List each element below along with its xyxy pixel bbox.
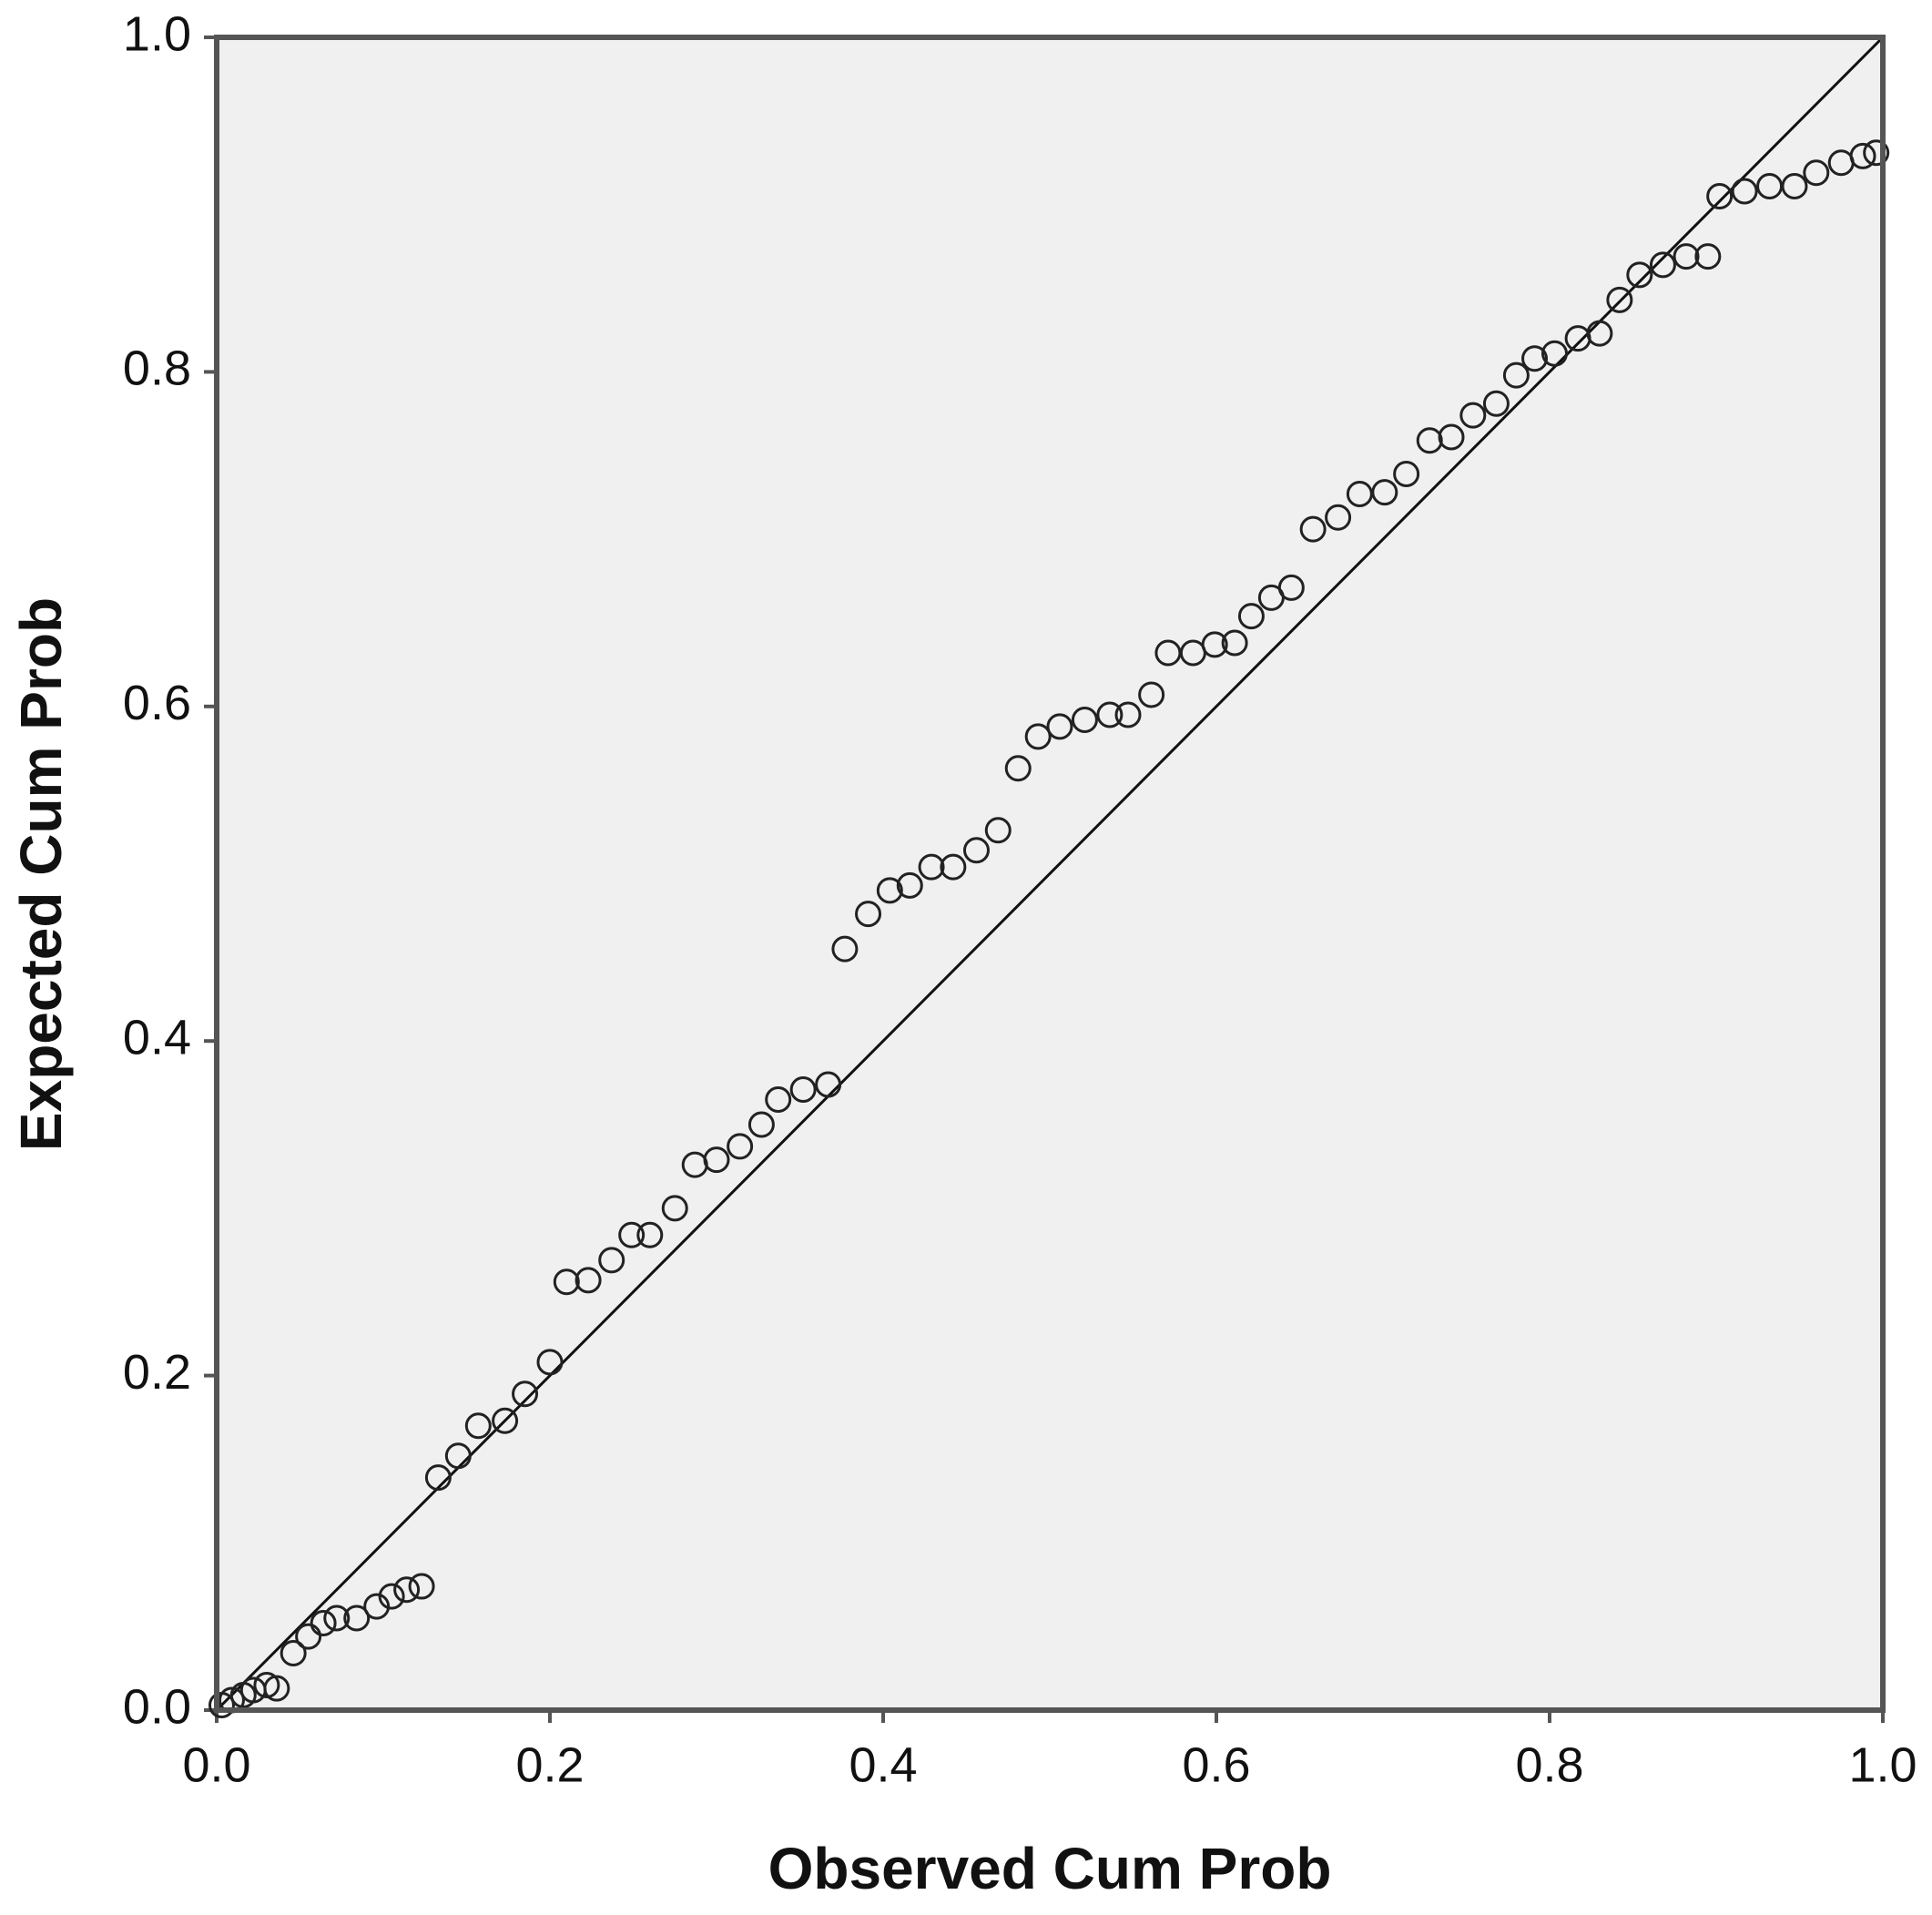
point bbox=[618, 1221, 646, 1248]
x-tick-label: 1.0 bbox=[1848, 1737, 1917, 1792]
point bbox=[1346, 481, 1373, 508]
point bbox=[280, 1640, 307, 1667]
point bbox=[1863, 139, 1890, 167]
point bbox=[1606, 286, 1633, 313]
point bbox=[310, 1609, 337, 1636]
point bbox=[1731, 178, 1758, 205]
point bbox=[831, 935, 859, 963]
point bbox=[536, 1349, 564, 1376]
point bbox=[940, 853, 967, 881]
point bbox=[378, 1583, 405, 1610]
x-tick-label: 0.4 bbox=[849, 1737, 917, 1792]
point bbox=[727, 1133, 754, 1160]
point bbox=[1114, 701, 1142, 728]
point bbox=[1541, 340, 1568, 367]
point bbox=[1138, 681, 1165, 708]
point bbox=[1521, 345, 1549, 372]
point bbox=[984, 817, 1012, 844]
y-tick-label: 0.6 bbox=[123, 676, 191, 730]
point bbox=[636, 1221, 664, 1248]
point bbox=[598, 1247, 625, 1274]
point bbox=[1626, 261, 1653, 289]
point bbox=[1502, 362, 1530, 389]
point bbox=[295, 1623, 322, 1650]
plot-frame bbox=[214, 35, 1886, 1713]
point bbox=[263, 1675, 290, 1702]
point bbox=[575, 1267, 602, 1294]
x-tick-label: 0.6 bbox=[1182, 1737, 1250, 1792]
y-tick-label: 0.0 bbox=[123, 1679, 191, 1734]
point bbox=[1046, 713, 1073, 740]
point bbox=[1221, 629, 1248, 657]
point bbox=[661, 1195, 688, 1222]
point bbox=[896, 871, 923, 899]
point bbox=[918, 853, 945, 881]
point bbox=[1201, 631, 1228, 658]
point bbox=[1482, 390, 1510, 417]
x-tick-label: 0.0 bbox=[182, 1737, 250, 1792]
y-axis-title: Expected Cum Prob bbox=[8, 597, 74, 1151]
y-tick-label: 1.0 bbox=[123, 6, 191, 61]
point bbox=[1586, 320, 1613, 347]
point bbox=[1649, 251, 1676, 279]
point bbox=[1325, 504, 1352, 531]
point bbox=[747, 1111, 775, 1138]
point bbox=[703, 1146, 730, 1174]
point bbox=[1371, 479, 1398, 506]
point bbox=[393, 1576, 421, 1604]
point bbox=[512, 1380, 539, 1408]
point bbox=[553, 1268, 580, 1296]
point bbox=[789, 1075, 817, 1103]
point bbox=[1004, 755, 1032, 782]
point bbox=[1438, 423, 1465, 451]
y-tick-label: 0.8 bbox=[123, 341, 191, 396]
point bbox=[343, 1604, 371, 1632]
y-tick-label: 0.4 bbox=[123, 1010, 191, 1064]
point bbox=[408, 1573, 435, 1600]
point bbox=[444, 1442, 472, 1470]
point bbox=[1024, 723, 1052, 750]
point bbox=[855, 901, 882, 928]
point bbox=[1096, 701, 1124, 728]
x-tick-label: 0.8 bbox=[1515, 1737, 1583, 1792]
point bbox=[1277, 574, 1305, 601]
point bbox=[323, 1604, 351, 1632]
point bbox=[962, 837, 990, 864]
x-tick-label: 0.2 bbox=[515, 1737, 584, 1792]
y-tick-label: 0.2 bbox=[123, 1345, 191, 1400]
point bbox=[1706, 183, 1734, 210]
point bbox=[1299, 515, 1327, 543]
point bbox=[1416, 427, 1443, 454]
point bbox=[1459, 402, 1487, 429]
point bbox=[1673, 243, 1700, 270]
point bbox=[464, 1412, 492, 1440]
point bbox=[1071, 706, 1098, 733]
reference-line bbox=[215, 36, 1885, 1712]
x-axis-title: Observed Cum Prob bbox=[768, 1836, 1332, 1901]
point bbox=[424, 1464, 452, 1492]
point bbox=[765, 1085, 792, 1113]
point bbox=[1237, 603, 1265, 630]
point bbox=[1781, 172, 1808, 199]
point bbox=[492, 1407, 519, 1434]
point bbox=[815, 1071, 842, 1098]
point bbox=[1803, 159, 1830, 187]
point bbox=[1694, 243, 1722, 270]
point bbox=[1393, 460, 1420, 487]
point bbox=[876, 877, 903, 904]
point bbox=[1849, 142, 1876, 169]
